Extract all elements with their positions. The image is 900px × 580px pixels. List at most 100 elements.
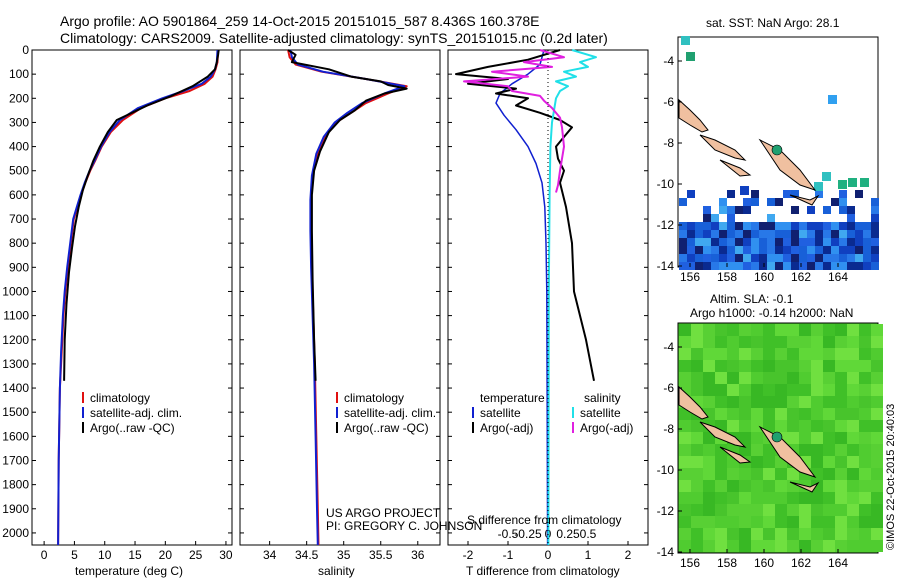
map-lat-label: -12 bbox=[657, 504, 675, 518]
sst-cell bbox=[775, 222, 783, 230]
sst-cell bbox=[807, 246, 815, 254]
sla-cell bbox=[835, 516, 847, 528]
sst-cell bbox=[848, 178, 857, 187]
sla-cell bbox=[799, 432, 811, 444]
sla-cell bbox=[859, 504, 871, 516]
sla-cell bbox=[859, 360, 871, 372]
sst-cell bbox=[687, 222, 695, 230]
sst-cell bbox=[783, 246, 791, 254]
sla-cell bbox=[847, 432, 859, 444]
sla-cell bbox=[703, 360, 715, 372]
sst-cell bbox=[687, 190, 695, 198]
sst-cell bbox=[791, 238, 799, 246]
sst-cell bbox=[831, 222, 839, 230]
sla-cell bbox=[835, 384, 847, 396]
sst-cell bbox=[823, 254, 831, 262]
sla-cell bbox=[859, 444, 871, 456]
sla-cell bbox=[763, 408, 775, 420]
sla-cell bbox=[787, 432, 799, 444]
sst-cell bbox=[839, 222, 847, 230]
sst-cell bbox=[863, 238, 871, 246]
sla-cell bbox=[859, 408, 871, 420]
sst-cell bbox=[855, 238, 863, 246]
sla-cell bbox=[787, 324, 799, 336]
sst-cell bbox=[767, 262, 775, 270]
sla-cell bbox=[859, 324, 871, 336]
sst-cell bbox=[823, 222, 831, 230]
map-lat-label: -4 bbox=[663, 54, 674, 68]
sla-cell bbox=[871, 348, 883, 360]
sla-cell bbox=[763, 540, 775, 552]
sla-cell bbox=[691, 336, 703, 348]
sla-cell bbox=[751, 384, 763, 396]
sst-argo-position bbox=[771, 144, 783, 156]
sla-cell bbox=[679, 348, 691, 360]
depth-tick-label: 900 bbox=[9, 260, 29, 274]
sla-cell bbox=[715, 444, 727, 456]
x-tick-label: 20 bbox=[159, 548, 173, 562]
sla-cell bbox=[787, 396, 799, 408]
sla-cell bbox=[811, 348, 823, 360]
sla-cell bbox=[727, 384, 739, 396]
x-tick-label: 1 bbox=[585, 548, 592, 562]
sst-cell bbox=[759, 254, 767, 262]
sst-cell bbox=[711, 230, 719, 238]
sla-cell bbox=[787, 336, 799, 348]
sla-cell bbox=[847, 324, 859, 336]
sla-cell bbox=[859, 468, 871, 480]
sst-cell bbox=[799, 230, 807, 238]
depth-tick-label: 0 bbox=[22, 43, 29, 57]
sla-cell bbox=[823, 432, 835, 444]
sst-cell bbox=[719, 254, 727, 262]
sst-cell bbox=[727, 214, 735, 222]
sst-cell bbox=[839, 238, 847, 246]
sst-cell bbox=[679, 230, 687, 238]
sst-cell bbox=[711, 254, 719, 262]
legend-title-salinity: salinity bbox=[584, 391, 621, 405]
sst-cell bbox=[839, 246, 847, 254]
depth-tick-label: 1300 bbox=[2, 357, 29, 371]
sla-cell bbox=[799, 408, 811, 420]
sla-cell bbox=[679, 360, 691, 372]
sla-cell bbox=[715, 384, 727, 396]
sla-cell bbox=[787, 492, 799, 504]
sst-cell bbox=[679, 262, 687, 270]
sla-cell bbox=[787, 480, 799, 492]
sla-cell bbox=[739, 336, 751, 348]
legend-item-satellite: satellite-adj. clim. bbox=[82, 406, 182, 421]
sla-cell bbox=[871, 324, 883, 336]
depth-tick-label: 600 bbox=[9, 188, 29, 202]
sla-cell bbox=[799, 516, 811, 528]
sla-cell bbox=[751, 444, 763, 456]
sst-cell bbox=[871, 238, 879, 246]
sst-cell bbox=[759, 246, 767, 254]
sst-cell bbox=[847, 238, 855, 246]
sst-cell bbox=[679, 198, 687, 206]
x-tick-label: 10 bbox=[98, 548, 112, 562]
sla-cell bbox=[799, 360, 811, 372]
sla-cell bbox=[751, 396, 763, 408]
sst-cell bbox=[839, 262, 847, 270]
sla-cell bbox=[727, 372, 739, 384]
sla-cell bbox=[727, 336, 739, 348]
sla-cell bbox=[871, 468, 883, 480]
sla-cell bbox=[751, 420, 763, 432]
map-lon-label: 160 bbox=[754, 270, 774, 284]
x-tick-label: 25 bbox=[189, 548, 203, 562]
sla-cell bbox=[835, 360, 847, 372]
sla-cell bbox=[799, 336, 811, 348]
sla-coastline bbox=[678, 385, 820, 493]
map-lon-label: 160 bbox=[754, 556, 774, 570]
sla-cell bbox=[799, 504, 811, 516]
map-lon-label: 156 bbox=[680, 270, 700, 284]
sst-cell bbox=[735, 230, 743, 238]
sst-cell bbox=[727, 238, 735, 246]
sla-cell bbox=[775, 360, 787, 372]
sst-cell bbox=[783, 230, 791, 238]
sla-cell bbox=[787, 384, 799, 396]
sla-cell bbox=[871, 360, 883, 372]
map-lon-label: 158 bbox=[717, 270, 737, 284]
sst-cell bbox=[871, 214, 879, 222]
legend-label: climatology bbox=[90, 391, 151, 405]
sla-cell bbox=[739, 540, 751, 552]
